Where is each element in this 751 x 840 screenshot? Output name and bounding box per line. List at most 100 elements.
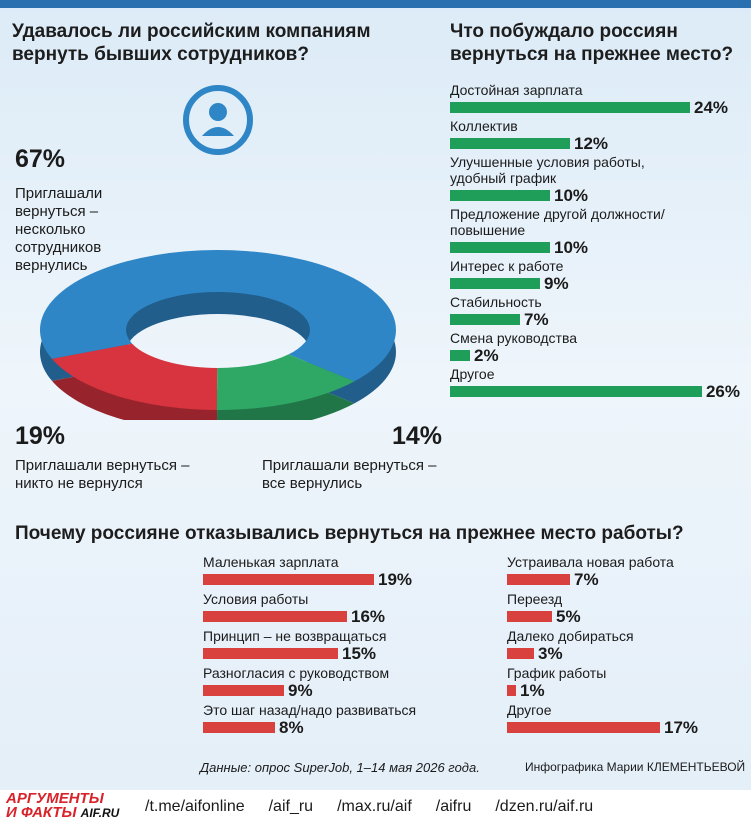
bar-item: Далеко добираться 3% — [507, 628, 747, 663]
bar — [450, 314, 520, 325]
bar-row: 9% — [203, 681, 493, 700]
bar-row: 16% — [203, 607, 493, 626]
bar-row: 1% — [507, 681, 747, 700]
category-label: Смена руководства — [450, 330, 578, 346]
social-links: /t.me/aifonline/aif_ru/max.ru/aif/aifru /… — [145, 798, 593, 816]
social-link[interactable]: /dzen.ru/aif.ru — [495, 798, 594, 815]
bar-row: 26% — [450, 382, 740, 401]
bar-item: Это шаг назад/надо развиваться 8% — [203, 702, 493, 737]
bar-item: Интерес к работе 9% — [450, 258, 740, 293]
category-label: Приглашали вернуться – все вернулись — [262, 457, 437, 492]
value-label: 9% — [544, 273, 569, 293]
bar-row: 7% — [507, 570, 747, 589]
bar-item: График работы 1% — [507, 665, 747, 700]
value-label: 14% — [391, 422, 442, 450]
bar-row: 2% — [450, 346, 740, 365]
value-label: 8% — [279, 717, 304, 737]
logo-line: AIF.RU — [80, 806, 120, 820]
category-label: Достойная зарплата — [450, 82, 583, 98]
bar-list: Достойная зарплата 24% Коллектив 12% Улучшен… — [450, 82, 740, 402]
icon-ring — [183, 85, 253, 155]
value-label: 12% — [574, 133, 609, 153]
bar-row: 10% — [450, 186, 740, 205]
icon-body — [202, 127, 234, 136]
bar-row: 8% — [203, 718, 493, 737]
bar-item: Маленькая зарплата 19% — [203, 554, 493, 589]
value-label: 19% — [378, 569, 413, 589]
value-label: 7% — [574, 569, 599, 589]
bar-item: Устраивала новая работа 7% — [507, 554, 747, 589]
bar-row: 24% — [450, 98, 740, 117]
bar — [203, 574, 374, 585]
bar-row: 19% — [203, 570, 493, 589]
value-label: 9% — [288, 680, 313, 700]
bar — [507, 648, 534, 659]
bar-item: Стабильность 7% — [450, 294, 740, 329]
bar — [450, 242, 550, 253]
credit: Инфографика Марии КЛЕМЕНТЬЕВОЙ — [525, 760, 746, 774]
logo-line: И ФАКТЫ — [6, 804, 77, 821]
category-label: Приглашали вернуться – никто не вернулся — [15, 457, 190, 492]
bar — [203, 648, 338, 659]
category-label: Коллектив — [450, 118, 518, 134]
bar-row: 12% — [450, 134, 740, 153]
bar-item: Предложение другой должности/повышение 10… — [450, 206, 740, 257]
bar — [507, 722, 660, 733]
value-label: 5% — [556, 606, 581, 626]
bar-item: Смена руководства 2% — [450, 330, 740, 365]
category-label: Принцип – не возвращаться — [203, 628, 387, 644]
social-link[interactable]: /aif_ru — [268, 798, 314, 815]
logo: АРГУМЕНТЫ И ФАКТЫ AIF.RU — [6, 790, 120, 821]
donut-segment — [216, 354, 355, 411]
value-label: 19% — [15, 422, 66, 450]
category-label: Разногласия с руководством — [203, 665, 390, 681]
bar — [507, 574, 570, 585]
icon-head — [209, 103, 227, 121]
bar-item: Улучшенные условия работы, удобный графи… — [450, 154, 740, 205]
bar — [450, 102, 690, 113]
value-label: 3% — [538, 643, 563, 663]
value-label: 24% — [694, 97, 729, 117]
social-link[interactable]: /aifru — [435, 798, 472, 815]
bar-row: 15% — [203, 644, 493, 663]
bar-item: Принцип – не возвращаться 15% — [203, 628, 493, 663]
bar — [450, 350, 470, 361]
bar — [450, 278, 540, 289]
bar-item: Условия работы 16% — [203, 591, 493, 626]
category-label: Интерес к работе — [450, 258, 564, 274]
bar-row: 3% — [507, 644, 747, 663]
bar-item: Достойная зарплата 24% — [450, 82, 740, 117]
chart-title: Удавалось ли российским компаниям вернут… — [12, 21, 371, 65]
category-label: Улучшенные условия работы, удобный графи… — [450, 154, 645, 186]
value-label: 10% — [554, 237, 589, 257]
social-link[interactable]: /max.ru/aif — [337, 798, 412, 815]
bar-item: Разногласия с руководством 9% — [203, 665, 493, 700]
value-label: 15% — [342, 643, 377, 663]
donut-chart — [39, 85, 396, 420]
bar-item: Переезд 5% — [507, 591, 747, 626]
bar-item: Другое 17% — [507, 702, 747, 737]
category-label: Стабильность — [450, 294, 542, 310]
chart-title: Что побуждало россиян вернуться на прежн… — [450, 21, 734, 65]
bar — [507, 685, 516, 696]
category-label: Другое — [450, 366, 495, 382]
logo-line: АРГУМЕНТЫ — [6, 790, 104, 807]
category-label: Предложение другой должности/повышение — [450, 206, 665, 238]
source: Данные: опрос SuperJob, 1–14 мая 2026 го… — [200, 760, 480, 775]
bar-row: 5% — [507, 607, 747, 626]
bar — [203, 685, 284, 696]
social-link[interactable]: /t.me/aifonline — [145, 798, 245, 815]
bar-list: Маленькая зарплата 19% Условия работы 16% Пр… — [203, 554, 493, 739]
bar-row: 10% — [450, 238, 740, 257]
bar — [203, 611, 347, 622]
category-label: График работы — [507, 665, 607, 681]
bar — [203, 722, 275, 733]
bar — [450, 386, 702, 397]
bar — [450, 138, 570, 149]
bar-row: 9% — [450, 274, 740, 293]
category-label: Маленькая зарплата — [203, 554, 339, 570]
category-label: Условия работы — [203, 591, 309, 607]
footer-band — [0, 790, 751, 840]
chart-title: Почему россияне отказывались вернуться н… — [15, 523, 684, 544]
category-label: Другое — [507, 702, 552, 718]
